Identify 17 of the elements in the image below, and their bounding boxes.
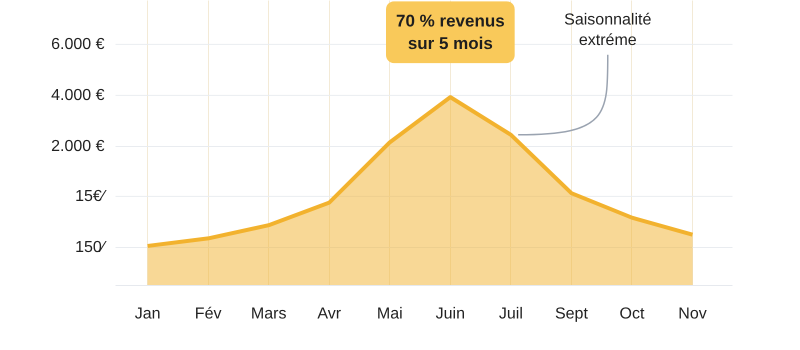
text: 15€⁄ — [75, 188, 107, 205]
text: 6.000 € — [51, 36, 105, 53]
x-tick-label: Jan — [134, 306, 160, 322]
x-tick-label: Mars — [250, 306, 286, 322]
x-tick-label: Juin — [436, 306, 466, 322]
x-tick-label: Fév — [194, 306, 222, 322]
x-tick-label: Mai — [376, 306, 403, 322]
annotation: Saisonnalité extréme — [564, 11, 652, 49]
text: 2.000 € — [51, 138, 105, 155]
text: 150⁄ — [75, 238, 107, 256]
x-tick-label: Sept — [554, 306, 588, 322]
x-tick-label: Avr — [317, 306, 342, 322]
x-tick-label: Juil — [498, 306, 523, 322]
x-tick-label: Oct — [620, 306, 645, 322]
annotation: 70 % revenus sur 5 mois — [396, 11, 505, 54]
x-tick-label: Nov — [678, 306, 707, 322]
text: 4.000 € — [51, 86, 105, 104]
